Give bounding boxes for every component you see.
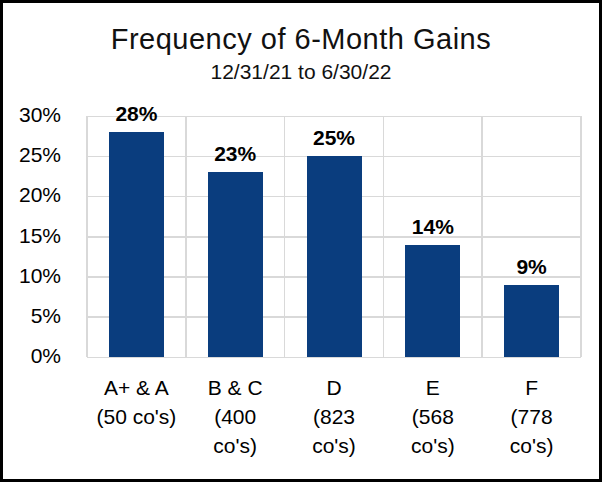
chart-frame: Frequency of 6-Month Gains 12/31/21 to 6… <box>0 0 602 482</box>
bar-value-label: 14% <box>383 215 483 239</box>
bar <box>109 132 164 357</box>
category-label: F (778 co's) <box>472 373 592 460</box>
bar-value-label: 25% <box>284 126 384 150</box>
y-tick-label: 15% <box>3 224 61 248</box>
bar <box>208 172 263 357</box>
y-tick-label: 5% <box>3 304 61 328</box>
bar <box>405 245 460 357</box>
chart-subtitle: 12/31/21 to 6/30/22 <box>3 60 599 84</box>
y-tick-label: 10% <box>3 264 61 288</box>
gridline-vertical <box>580 116 582 357</box>
bar-value-label: 23% <box>185 142 285 166</box>
y-tick-label: 25% <box>3 143 61 167</box>
chart-title: Frequency of 6-Month Gains <box>3 23 599 56</box>
bar <box>504 285 559 357</box>
y-tick-label: 0% <box>3 344 61 368</box>
y-tick-label: 30% <box>3 103 61 127</box>
bar <box>307 156 362 357</box>
bar-value-label: 9% <box>482 255 582 279</box>
y-tick-label: 20% <box>3 183 61 207</box>
bar-value-label: 28% <box>86 102 186 126</box>
gridline-vertical <box>86 116 88 357</box>
